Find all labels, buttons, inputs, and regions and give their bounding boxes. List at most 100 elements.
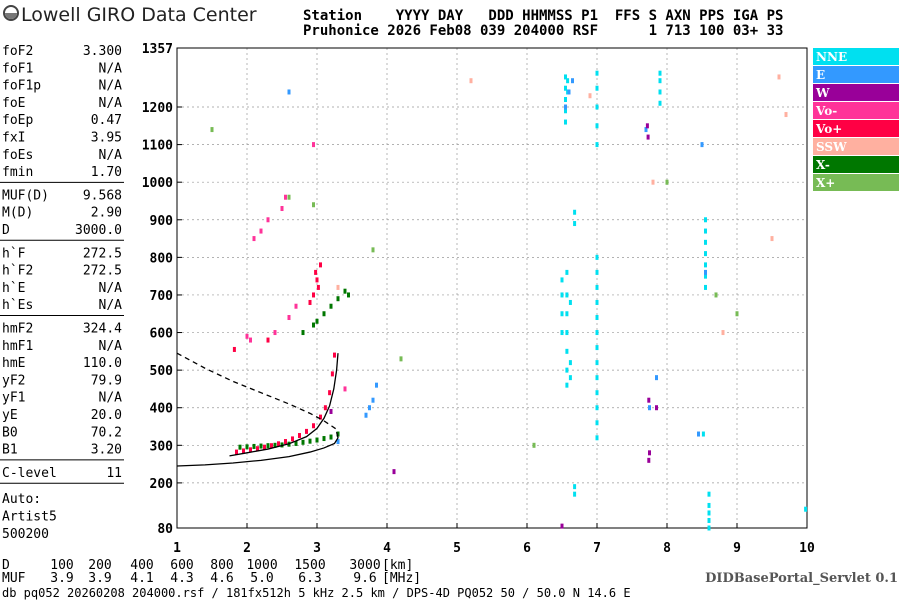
muf-label: MUF [2,571,26,586]
echo-point [343,288,347,294]
echo-point [567,89,571,95]
param-value: 2.90 [91,206,122,221]
echo-point [704,228,707,234]
y-tick-label: 300 [150,439,174,454]
echo-point [364,412,368,418]
auto-line: Artist5 [2,510,57,525]
echo-point [595,420,599,426]
echo-point [571,78,574,84]
param-name: foE [2,96,25,111]
echo-point [564,104,567,110]
x-tick-label: 1 [173,541,181,556]
echo-point [564,96,567,102]
muf-value: 5.0 [250,571,273,586]
y-tick-label: 400 [150,402,174,417]
echo-point [336,284,340,290]
echo-point [312,423,315,429]
param-value: N/A [99,298,123,313]
echo-point [665,179,669,185]
echo-point [329,408,333,414]
echo-point [315,277,319,283]
echo-point [595,435,599,441]
echo-point [316,284,320,290]
echo-point [658,89,662,95]
echo-point [565,348,569,354]
param-name: h`Es [2,298,33,313]
param-name: fmin [2,165,33,180]
param-name: fxI [2,131,25,146]
echo-point [595,269,599,275]
echo-point [565,330,569,336]
echo-point [595,70,599,76]
echo-point [560,330,564,336]
echo-point [645,123,649,129]
echo-point [319,262,322,268]
echo-point [573,484,577,490]
echo-point [568,360,572,366]
x-tick-label: 3 [313,541,321,556]
echo-point [322,311,326,317]
echo-point [595,390,599,396]
echo-point [314,269,318,275]
legend-swatch [813,66,899,83]
muf-unit: [MHz] [382,571,421,586]
param-name: B0 [2,425,18,440]
echo-point [721,330,725,336]
echo-point [655,405,658,411]
param-name: h`F [2,246,26,261]
x-tick-label: 4 [383,541,391,556]
echo-point [249,337,252,343]
echo-point [329,303,333,309]
param-value: N/A [99,339,123,354]
echo-point [256,446,259,452]
echo-point [284,194,287,200]
legend-label: SSW [816,140,847,154]
station-values: Pruhonice 2026 Feb08 039 204000 RSF 1 71… [303,23,783,39]
d-value: 100 [50,558,73,573]
x-tick-label: 10 [799,541,815,556]
echo-point [284,439,287,445]
echo-point [347,292,350,298]
auto-line: Auto: [2,492,41,507]
echo-point [210,127,214,133]
echo-point [595,254,599,260]
echo-point [735,311,739,317]
y-tick-label: 1357 [142,42,173,57]
echo-point [770,236,774,242]
echo-point [595,330,599,336]
echo-point [707,510,711,516]
echo-point [595,345,599,351]
muf-value: 3.9 [88,571,111,586]
echo-point [573,221,577,227]
d-value: 1500 [294,558,325,573]
echo-point [371,397,375,403]
echo-point [595,299,599,305]
echo-point [697,431,700,437]
echo-point [259,443,263,449]
param-value: 272.5 [83,246,122,261]
echo-point [266,217,270,223]
echo-point [595,360,599,366]
auto-line: 500200 [2,527,49,542]
echo-point [273,330,277,336]
echo-point [648,450,651,456]
echo-point [312,292,315,298]
echo-point [328,390,332,396]
echo-point [564,108,567,114]
echo-point [648,405,651,411]
echo-point [273,442,277,448]
echo-point [280,206,284,212]
profile-line [176,431,339,467]
d-value: 200 [88,558,111,573]
d-unit: [km] [382,558,413,573]
param-value: 0.47 [91,113,122,128]
param-value: N/A [99,79,123,94]
param-value: 3000.0 [75,223,122,238]
echo-point [707,491,711,497]
echo-point [392,469,396,475]
echo-point [298,433,301,439]
x-tick-label: 6 [523,541,531,556]
param-name: h`E [2,281,25,296]
echo-point [315,437,319,443]
param-name: h`F2 [2,264,33,279]
